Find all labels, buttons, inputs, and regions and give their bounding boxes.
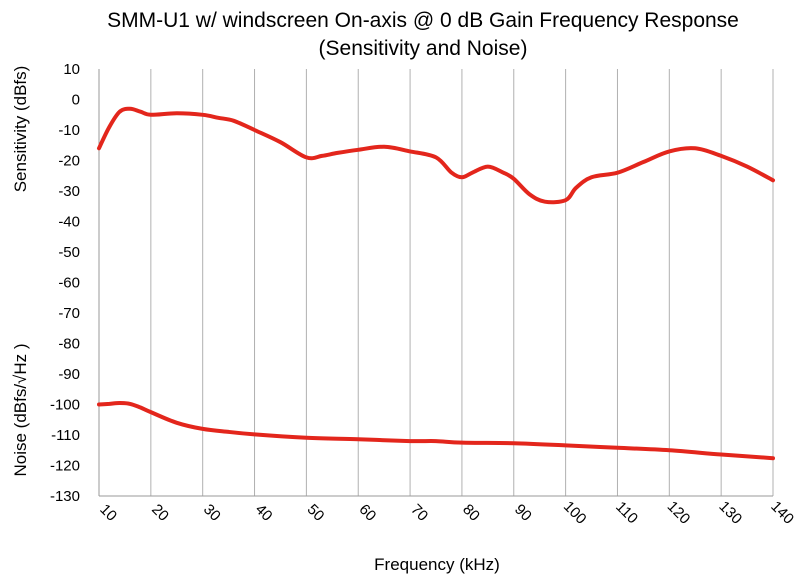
y-tick-label: -110	[51, 427, 80, 444]
y-tick-label: 10	[63, 61, 80, 78]
y-tick-label: -40	[58, 214, 80, 231]
x-axis-title: Frequency (kHz)	[374, 555, 500, 574]
x-tick-label: 110	[612, 498, 641, 527]
series-group	[97, 106, 775, 461]
y-tick-label: -80	[58, 336, 80, 353]
x-tick-label: 70	[407, 501, 431, 525]
sensitivity-series-line	[97, 106, 775, 205]
y-tick-label: -90	[58, 366, 80, 383]
x-tick-label: 140	[767, 498, 797, 528]
axes	[98, 69, 773, 497]
y-tick-label: 0	[72, 92, 80, 109]
y-tick-label: -70	[58, 305, 80, 322]
x-tick-label: 30	[200, 501, 224, 525]
noise-series-line	[97, 401, 775, 461]
x-tick-label: 100	[560, 498, 590, 528]
chart-title: SMM-U1 w/ windscreen On-axis @ 0 dB Gain…	[107, 9, 739, 32]
y-tick-labels: 10 0 -10 -20 -30 -40 -50 -60 -70 -80 -90 -100 -110 -1…	[50, 61, 80, 505]
y-tick-label: -50	[58, 244, 80, 261]
y-tick-label: -100	[50, 397, 80, 414]
gridlines	[150, 69, 774, 496]
y-axis-title-sensitivity: Sensitivity (dBfs)	[11, 66, 30, 193]
x-tick-label: 90	[511, 501, 535, 525]
x-tick-labels: 10 20 30 40 50 60 70 80 90 100 110 120 130 140	[96, 498, 797, 528]
y-tick-label: -120	[50, 458, 80, 475]
x-tick-label: 80	[459, 501, 483, 525]
y-tick-label: -130	[50, 488, 80, 505]
chart-subtitle: (Sensitivity and Noise)	[319, 37, 528, 60]
x-tick-label: 40	[252, 501, 276, 525]
x-tick-label: 130	[715, 498, 745, 528]
y-tick-label: -20	[58, 153, 80, 170]
y-axis-title-noise: Noise (dBfs/√Hz )	[11, 343, 30, 476]
y-tick-label: -60	[58, 275, 80, 292]
y-tick-label: -10	[58, 122, 80, 139]
x-tick-label: 10	[96, 501, 120, 525]
x-tick-label: 120	[664, 498, 694, 528]
y-tick-label: -30	[58, 183, 80, 200]
x-tick-label: 60	[356, 501, 380, 525]
x-tick-label: 20	[148, 501, 172, 525]
x-tick-label: 50	[304, 501, 328, 525]
